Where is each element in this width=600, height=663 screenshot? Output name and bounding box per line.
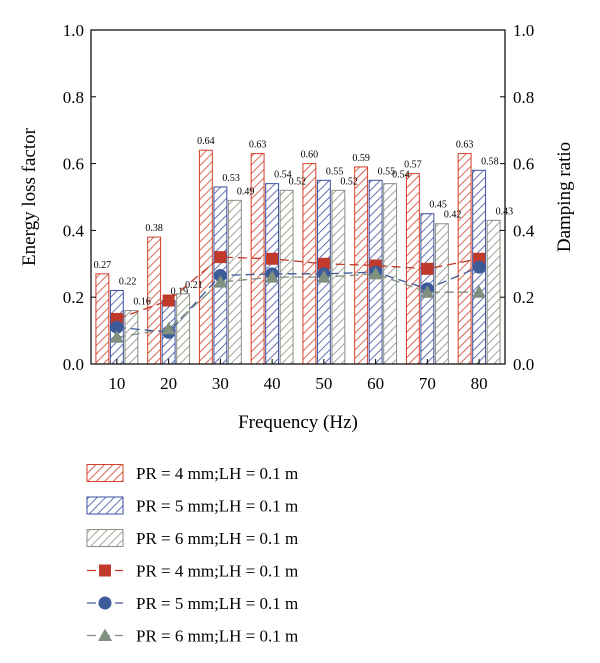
legend-label: PR = 6 mm;LH = 0.1 m xyxy=(136,627,298,646)
x-tick-label: 20 xyxy=(160,374,177,393)
bar xyxy=(405,173,420,365)
line-point xyxy=(214,251,227,264)
lines-layer xyxy=(109,251,487,343)
bar-data-label: 0.58 xyxy=(481,156,499,167)
y-tick-label: 0.8 xyxy=(63,88,84,107)
line-point xyxy=(317,257,330,270)
bar-data-label: 0.27 xyxy=(94,260,112,271)
x-axis-title: Frequency (Hz) xyxy=(238,412,358,433)
y-tick-label: 0.2 xyxy=(63,288,84,307)
legend-swatch xyxy=(86,529,124,547)
line-point xyxy=(421,262,434,275)
line-point xyxy=(213,275,228,288)
y-tick-label: 1.0 xyxy=(63,21,84,40)
legend-label: PR = 5 mm;LH = 0.1 m xyxy=(136,594,298,613)
y2-tick-label: 0.2 xyxy=(513,288,534,307)
legend-label: PR = 5 mm;LH = 0.1 m xyxy=(136,497,298,516)
bar-data-label: 0.38 xyxy=(145,223,163,234)
y2-axis-title: Damping ratio xyxy=(554,142,575,252)
bar xyxy=(95,273,110,365)
y2-tick-label: 0.4 xyxy=(513,221,535,240)
line-point xyxy=(265,270,280,283)
line-point xyxy=(472,285,487,298)
bar xyxy=(434,223,449,365)
bar-data-label: 0.45 xyxy=(429,200,447,211)
bar-data-label: 0.55 xyxy=(378,166,396,177)
line-point xyxy=(110,320,124,334)
bar-data-label: 0.16 xyxy=(133,297,151,308)
series-line xyxy=(116,266,480,333)
bar-data-label: 0.54 xyxy=(274,170,292,181)
legend-swatch xyxy=(86,496,124,515)
bar xyxy=(176,293,191,365)
bars-layer: 0.27 0.38 0.64 0.63 0.60 0.59 0.57 0.63 0.22 0.19… xyxy=(94,136,514,365)
bar-data-label: 0.19 xyxy=(171,287,189,298)
line-point xyxy=(473,252,486,265)
line-point xyxy=(420,285,435,298)
bar xyxy=(124,310,139,365)
series-line xyxy=(116,256,480,320)
y2-tick-label: 1.0 xyxy=(513,21,534,40)
bar-data-label: 0.55 xyxy=(326,166,344,177)
bar xyxy=(486,219,501,365)
bar-data-label: 0.53 xyxy=(222,173,240,184)
bar-data-label: 0.52 xyxy=(340,176,358,187)
bar xyxy=(302,163,317,365)
line-point xyxy=(266,252,279,265)
bar-data-label: 0.57 xyxy=(404,160,422,171)
bar-data-label: 0.49 xyxy=(237,186,255,197)
bar-data-label: 0.59 xyxy=(352,153,370,164)
x-tick-label: 40 xyxy=(264,374,281,393)
y-axis-title: Energy loss factor xyxy=(19,127,40,266)
bar xyxy=(198,149,213,365)
y2-tick-label: 0.0 xyxy=(513,355,534,374)
bar xyxy=(331,189,346,365)
x-tick-label: 10 xyxy=(108,374,125,393)
legend-marker xyxy=(98,596,112,610)
bar xyxy=(383,183,398,365)
line-point xyxy=(162,294,175,307)
bar-data-label: 0.63 xyxy=(456,140,474,151)
line-point xyxy=(368,266,383,280)
bar-data-label: 0.64 xyxy=(197,136,215,147)
legend-marker xyxy=(98,628,112,641)
y-tick-label: 0.0 xyxy=(63,355,84,374)
y2-tick-label: 0.8 xyxy=(513,88,534,107)
line-point xyxy=(109,330,124,343)
legend-label: PR = 4 mm;LH = 0.1 m xyxy=(136,562,298,581)
bar xyxy=(457,153,472,365)
axes-layer: 0.0 0.2 0.4 0.6 0.8 1.0 0.0 0.2 0.4 0.6 0.8 1.0 10 20… xyxy=(63,21,535,393)
y2-tick-label: 0.6 xyxy=(513,155,534,174)
plot-frame xyxy=(90,29,506,365)
bar-data-label: 0.43 xyxy=(496,206,514,217)
y-tick-label: 0.4 xyxy=(63,221,85,240)
legend: PR = 4 mm;LH = 0.1 m PR = 5 mm;LH = 0.1 m… xyxy=(86,464,298,646)
bar-data-label: 0.63 xyxy=(249,140,267,151)
series-line xyxy=(116,273,480,338)
bar-data-label: 0.22 xyxy=(119,277,137,288)
x-tick-label: 70 xyxy=(419,374,436,393)
legend-label: PR = 4 mm;LH = 0.1 m xyxy=(136,464,298,483)
legend-swatch xyxy=(86,464,124,482)
line-point xyxy=(472,260,486,274)
bar-data-label: 0.54 xyxy=(392,170,410,181)
bar-data-label: 0.52 xyxy=(289,176,307,187)
legend-label: PR = 6 mm;LH = 0.1 m xyxy=(136,529,298,548)
bar-data-label: 0.21 xyxy=(185,280,203,291)
legend-marker xyxy=(99,564,111,577)
y-tick-label: 0.6 xyxy=(63,155,84,174)
bar-data-label: 0.60 xyxy=(301,150,319,161)
line-point xyxy=(316,270,331,283)
bar xyxy=(227,199,242,365)
line-point xyxy=(161,321,176,335)
bar-data-label: 0.42 xyxy=(444,210,462,221)
x-tick-label: 30 xyxy=(212,374,229,393)
x-tick-label: 60 xyxy=(367,374,384,393)
x-tick-label: 50 xyxy=(315,374,332,393)
x-tick-label: 80 xyxy=(471,374,488,393)
